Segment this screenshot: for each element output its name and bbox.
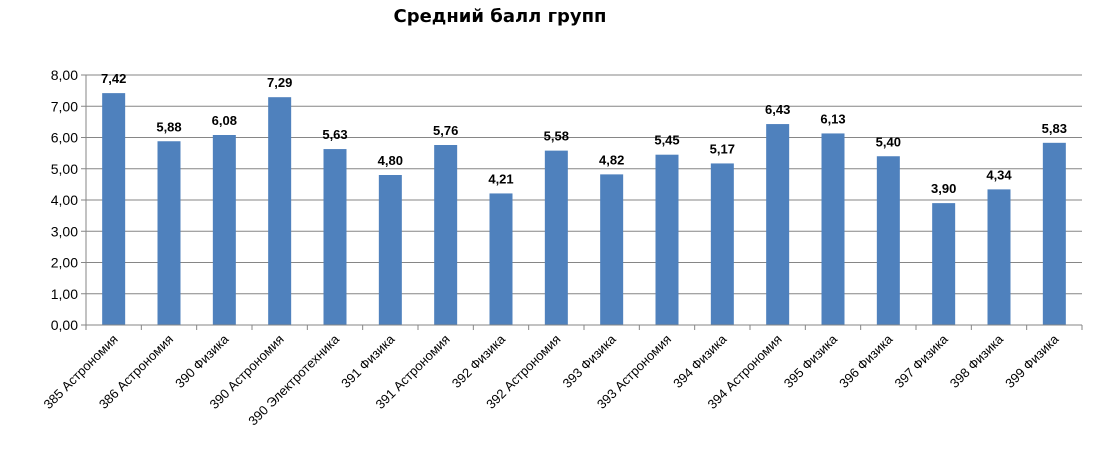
category-label: 398 Физика — [947, 331, 1007, 391]
category-label: 392 Физика — [449, 331, 509, 391]
bar — [655, 154, 679, 325]
data-label: 5,40 — [876, 134, 901, 149]
bar — [876, 156, 900, 325]
data-label: 4,34 — [986, 167, 1012, 182]
y-tick-label: 4,00 — [51, 192, 78, 208]
data-label: 7,42 — [101, 71, 126, 86]
bar — [212, 135, 236, 325]
data-label: 5,58 — [544, 129, 569, 144]
category-label: 390 Физика — [172, 331, 232, 391]
category-label: 399 Физика — [1002, 331, 1062, 391]
bar — [932, 203, 956, 325]
data-label: 6,13 — [820, 111, 845, 126]
category-label: 397 Физика — [891, 331, 951, 391]
y-tick-label: 5,00 — [51, 161, 78, 177]
y-tick-label: 0,00 — [51, 317, 78, 333]
y-axis: 0,00 1,00 2,00 3,00 4,00 5,00 6,00 7,00 8,00 — [51, 67, 87, 333]
bar — [102, 93, 126, 325]
data-label: 3,90 — [931, 181, 956, 196]
category-label: 395 Физика — [781, 331, 841, 391]
y-tick-label: 7,00 — [51, 98, 78, 114]
y-tick-label: 6,00 — [51, 130, 78, 146]
bar — [157, 141, 181, 325]
data-label: 5,76 — [433, 123, 458, 138]
bar — [766, 124, 790, 325]
data-label: 4,80 — [378, 153, 403, 168]
category-label: 390 Электротехника — [245, 331, 342, 428]
bar — [434, 145, 458, 325]
bar — [323, 149, 347, 325]
chart-title: Средний балл групп — [393, 6, 607, 27]
bar — [710, 163, 734, 325]
data-label: 5,17 — [710, 141, 735, 156]
data-label: 6,43 — [765, 102, 790, 117]
data-label: 4,21 — [488, 171, 513, 186]
bar — [489, 193, 513, 325]
category-label: 394 Физика — [670, 331, 730, 391]
category-label: 393 Физика — [559, 331, 619, 391]
y-tick-label: 1,00 — [51, 286, 78, 302]
category-label: 396 Физика — [836, 331, 896, 391]
data-label: 5,88 — [156, 119, 181, 134]
bar — [600, 174, 624, 325]
bar — [544, 150, 568, 325]
bar — [378, 175, 402, 325]
bar — [1042, 142, 1066, 325]
bar — [821, 133, 845, 325]
bars: 7,42 5,88 6,08 7,29 5,63 4,80 5,76 4,21 5,58 4,82… — [101, 71, 1067, 325]
bar — [987, 189, 1011, 325]
y-tick-label: 2,00 — [51, 255, 78, 271]
y-tick-label: 3,00 — [51, 223, 78, 239]
data-label: 6,08 — [212, 113, 237, 128]
category-label: 391 Физика — [338, 331, 398, 391]
data-label: 5,83 — [1042, 121, 1067, 136]
data-label: 4,82 — [599, 152, 624, 167]
data-label: 7,29 — [267, 75, 292, 90]
data-label: 5,63 — [322, 127, 347, 142]
y-tick-label: 8,00 — [51, 67, 78, 83]
bar — [268, 97, 292, 325]
data-label: 5,45 — [654, 133, 679, 148]
